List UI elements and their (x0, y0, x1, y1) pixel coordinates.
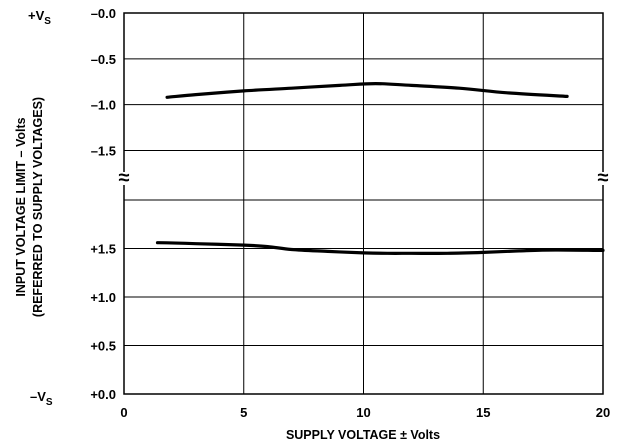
upper-y-tick-label: –0.0 (91, 6, 116, 21)
x-tick-label: 10 (356, 405, 370, 420)
axis-break-right: ≈ (598, 167, 609, 189)
upper-y-tick-labels: –0.0 –0.5 –1.0 –1.5 (91, 6, 116, 159)
x-tick-labels: 0 5 10 15 20 (120, 405, 610, 420)
axis-break-left: ≈ (119, 167, 130, 189)
upper-reference-label: +VS (28, 8, 51, 27)
lower-y-tick-label: +0.0 (90, 387, 116, 402)
x-tick-label: 20 (596, 405, 610, 420)
y-axis-label-line-1: INPUT VOLTAGE LIMIT – Volts (14, 117, 28, 296)
lower-reference-label: –VS (30, 389, 53, 408)
plot-frame (123, 12, 604, 395)
x-tick-label: 0 (120, 405, 127, 420)
axis-break-marks: ≈ ≈ (114, 167, 613, 189)
x-tick-label: 5 (240, 405, 247, 420)
lower-y-tick-label: +1.0 (90, 290, 116, 305)
x-axis-label: SUPPLY VOLTAGE ± Volts (286, 428, 440, 442)
grid-lines (124, 13, 603, 394)
lower-y-tick-label: +1.5 (90, 242, 116, 257)
upper-y-tick-label: –1.0 (91, 98, 116, 113)
y-axis-label-line-2: (REFERRED TO SUPPLY VOLTAGES) (31, 97, 45, 317)
upper-y-tick-label: –0.5 (91, 52, 116, 67)
curves (155, 82, 605, 255)
lower-curve (155, 241, 605, 255)
lower-y-tick-labels: +0.0 +0.5 +1.0 +1.5 (90, 242, 116, 403)
upper-curve (165, 82, 569, 99)
x-tick-label: 15 (476, 405, 490, 420)
lower-y-tick-label: +0.5 (90, 339, 116, 354)
upper-y-tick-label: –1.5 (91, 144, 116, 159)
